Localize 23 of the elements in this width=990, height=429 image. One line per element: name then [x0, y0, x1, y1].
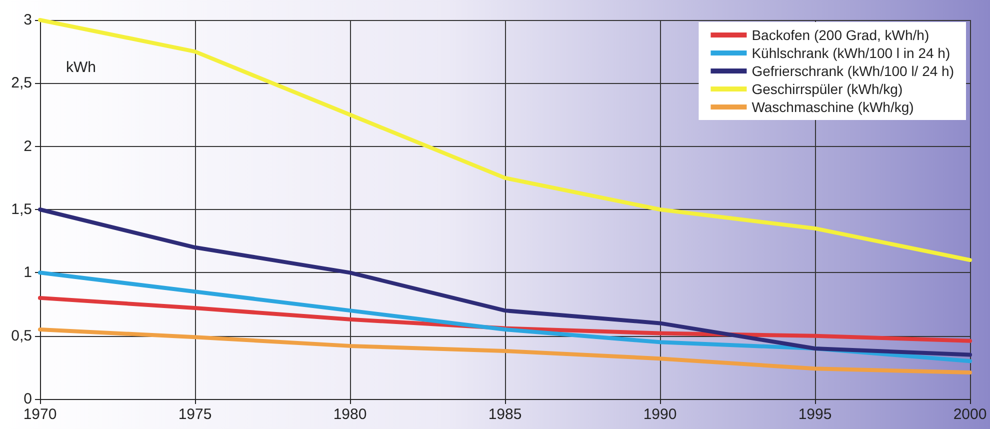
x-tick-label: 1975: [178, 406, 212, 423]
y-tick-label: 1,5: [11, 201, 32, 218]
x-tick-label: 1995: [798, 406, 832, 423]
line-series: [38, 208, 972, 357]
legend-label: Gefrierschrank (kWh/100 l/ 24 h): [752, 63, 954, 79]
legend-label: Kühlschrank (kWh/100 l in 24 h): [752, 45, 950, 61]
y-tick-label: 2,5: [11, 74, 32, 92]
x-tick-label: 1970: [23, 406, 57, 423]
line-series: [38, 328, 972, 374]
legend-label: Geschirrspüler (kWh/kg): [752, 81, 903, 97]
y-tick-label: 1: [24, 264, 32, 282]
y-tick-label: 0,5: [11, 327, 32, 344]
y-tick-label: 0: [24, 390, 32, 408]
x-tick-label: 1980: [333, 406, 367, 423]
x-tick-label: 2000: [953, 406, 987, 423]
x-tick-label: 1985: [488, 406, 522, 423]
legend-label: Backofen (200 Grad, kWh/h): [752, 27, 930, 43]
y-tick-label: 3: [24, 12, 32, 28]
y-axis-title: kWh: [66, 59, 96, 76]
x-tick-label: 1990: [643, 406, 677, 423]
y-tick-label: 2: [24, 138, 32, 155]
line-series: [38, 270, 972, 364]
legend-label: Waschmaschine (kWh/kg): [752, 99, 914, 115]
